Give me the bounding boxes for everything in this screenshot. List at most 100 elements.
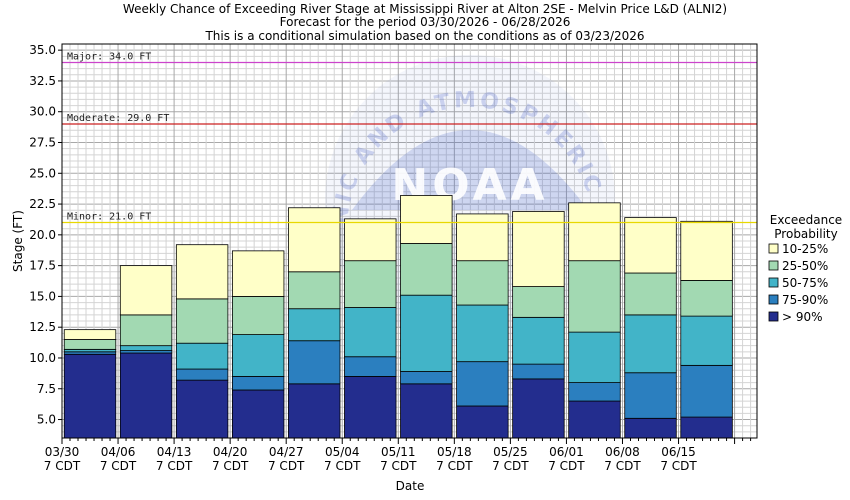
threshold-label-minor: Minor: 21.0 FT xyxy=(67,212,151,223)
legend-item: 50-75% xyxy=(768,276,828,290)
x-tick-date-label: 05/04 xyxy=(325,445,360,459)
y-tick-label: 10.0 xyxy=(29,351,56,365)
legend-swatch xyxy=(768,311,779,322)
y-tick-label: 5.0 xyxy=(37,413,56,427)
title-line-1: Weekly Chance of Exceeding River Stage a… xyxy=(123,2,727,16)
x-tick-date-label: 03/30 xyxy=(45,445,80,459)
bar-segment xyxy=(63,339,117,350)
legend-items: 10-25% 25-50% 50-75% 75-90% > 90% xyxy=(768,242,828,324)
x-tick-date-label: 06/08 xyxy=(605,445,640,459)
x-tick-tz-label: 7 CDT xyxy=(324,459,361,473)
bar-segment xyxy=(119,352,173,439)
y-axis-ticks: 5.0 7.5 10.0 12.5 15.0 17.5 20.0 22.5 25.0 27.5 30… xyxy=(29,43,62,427)
x-tick-date-label: 04/06 xyxy=(101,445,136,459)
bar-segment xyxy=(400,383,453,439)
bar-segment xyxy=(344,376,397,439)
x-tick-date-label: 04/27 xyxy=(269,445,304,459)
bar-series xyxy=(63,195,733,439)
x-tick-tz-label: 7 CDT xyxy=(268,459,305,473)
bar-segment xyxy=(288,383,341,439)
bar-segment xyxy=(624,217,677,274)
bar-segment xyxy=(680,279,733,317)
legend-label: 50-75% xyxy=(782,276,828,290)
x-tick-tz-label: 7 CDT xyxy=(660,459,697,473)
x-tick-date-label: 05/18 xyxy=(437,445,472,459)
week-bar xyxy=(624,217,677,439)
bar-segment xyxy=(231,250,285,297)
bar-segment xyxy=(400,371,453,385)
bar-segment xyxy=(624,417,677,439)
week-bar xyxy=(175,244,229,439)
week-bar xyxy=(400,195,453,439)
bar-segment xyxy=(568,400,621,439)
y-tick-label: 20.0 xyxy=(29,228,56,242)
bar-segment xyxy=(456,213,509,262)
legend: Exceedance Probability 10-25% 25-50% 50-75… xyxy=(768,213,842,324)
legend-title-line-1: Exceedance xyxy=(770,213,842,227)
y-tick-label: 7.5 xyxy=(37,382,56,396)
week-bar xyxy=(119,265,173,439)
chart-title: Weekly Chance of Exceeding River Stage a… xyxy=(123,2,727,43)
bar-segment xyxy=(288,207,341,273)
bar-segment xyxy=(344,218,397,262)
bar-segment xyxy=(400,243,453,296)
bar-segment xyxy=(231,389,285,439)
y-tick-label: 12.5 xyxy=(29,320,56,334)
bar-segment xyxy=(175,379,229,439)
bar-segment xyxy=(119,265,173,316)
x-tick-tz-label: 7 CDT xyxy=(492,459,529,473)
bar-segment xyxy=(624,272,677,316)
y-axis-label: Stage (FT) xyxy=(11,210,25,272)
bar-segment xyxy=(456,405,509,439)
bar-segment xyxy=(512,363,565,380)
bar-segment xyxy=(680,315,733,366)
x-tick-date-label: 05/11 xyxy=(381,445,416,459)
week-bar xyxy=(456,213,509,439)
bar-segment xyxy=(119,314,173,347)
bar-segment xyxy=(680,220,733,281)
x-tick-date-label: 06/15 xyxy=(661,445,696,459)
legend-title-line-2: Probability xyxy=(774,227,837,241)
bar-segment xyxy=(680,416,733,439)
bar-segment xyxy=(119,345,173,351)
y-tick-label: 35.0 xyxy=(29,43,56,57)
bar-segment xyxy=(568,382,621,402)
y-tick-label: 15.0 xyxy=(29,289,56,303)
y-tick-label: 30.0 xyxy=(29,105,56,119)
title-line-2: Forecast for the period 03/30/2026 - 06/… xyxy=(280,15,571,29)
bar-segment xyxy=(288,340,341,385)
bar-segment xyxy=(344,356,397,377)
legend-item: 75-90% xyxy=(768,293,828,307)
bar-segment xyxy=(456,260,509,306)
bar-segment xyxy=(175,342,229,370)
week-bar xyxy=(63,329,117,439)
x-axis-label: Date xyxy=(396,479,425,493)
bar-segment xyxy=(288,308,341,342)
week-bar xyxy=(512,211,565,439)
bar-segment xyxy=(175,368,229,381)
x-tick-tz-label: 7 CDT xyxy=(604,459,641,473)
week-bar xyxy=(344,218,397,439)
y-tick-label: 22.5 xyxy=(29,197,56,211)
bar-segment xyxy=(456,304,509,363)
watermark-bird xyxy=(352,130,588,210)
y-tick-label: 27.5 xyxy=(29,136,56,150)
week-bar xyxy=(568,202,621,439)
legend-swatch xyxy=(768,243,779,254)
legend-item: 10-25% xyxy=(768,242,828,256)
bar-segment xyxy=(231,334,285,377)
bar-segment xyxy=(568,331,621,383)
bar-segment xyxy=(288,271,341,310)
bar-segment xyxy=(344,260,397,308)
legend-label: 25-50% xyxy=(782,259,828,273)
bar-segment xyxy=(512,286,565,318)
title-line-3: This is a conditional simulation based o… xyxy=(204,29,644,43)
week-bar xyxy=(680,220,733,439)
bar-segment xyxy=(175,244,229,300)
threshold-label-major: Major: 34.0 FT xyxy=(67,51,151,62)
x-tick-tz-label: 7 CDT xyxy=(548,459,585,473)
bar-segment xyxy=(624,314,677,374)
x-tick-tz-label: 7 CDT xyxy=(380,459,417,473)
